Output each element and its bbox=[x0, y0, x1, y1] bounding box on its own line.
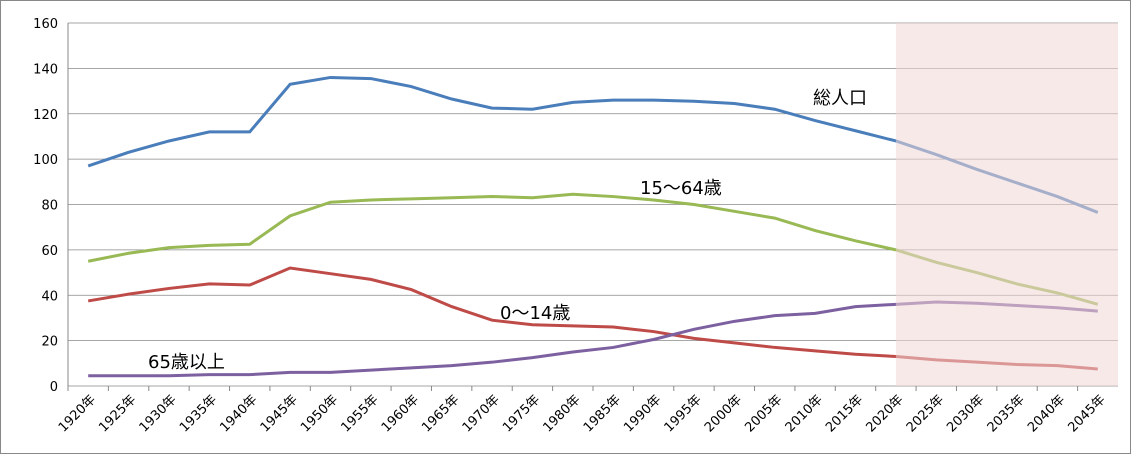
series-label: 0～14歳 bbox=[500, 303, 570, 324]
y-tick-label: 80 bbox=[41, 199, 58, 214]
y-tick-label: 140 bbox=[33, 62, 58, 77]
y-tick-label: 40 bbox=[41, 289, 58, 304]
series-label: 65歳以上 bbox=[148, 352, 225, 373]
series-label: 総人口 bbox=[813, 88, 867, 109]
y-tick-label: 20 bbox=[41, 335, 58, 350]
y-tick-label: 100 bbox=[33, 153, 58, 168]
y-tick-label: 0 bbox=[50, 380, 58, 395]
series-label: 15～64歳 bbox=[640, 178, 722, 199]
projection-shade bbox=[895, 23, 1118, 386]
y-tick-label: 120 bbox=[33, 108, 58, 123]
y-tick-label: 60 bbox=[41, 244, 58, 259]
y-tick-label: 160 bbox=[33, 17, 58, 32]
